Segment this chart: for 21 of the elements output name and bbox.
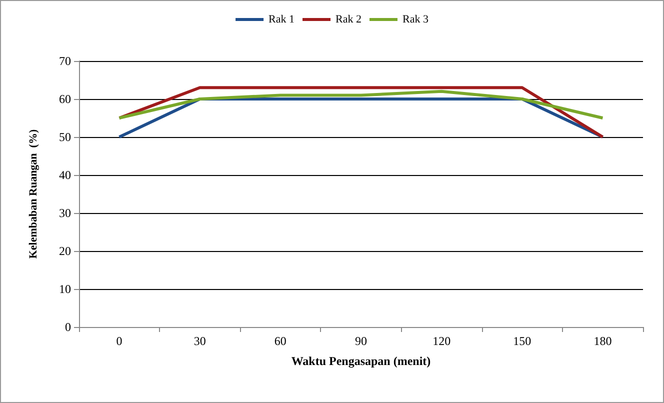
legend-label: Rak 2 bbox=[336, 14, 362, 26]
legend-label: Rak 1 bbox=[268, 14, 295, 26]
x-tick-label: 150 bbox=[513, 334, 532, 348]
legend-label: Rak 3 bbox=[402, 14, 429, 26]
y-tick-label: 30 bbox=[59, 206, 71, 220]
y-tick-label: 10 bbox=[59, 282, 71, 296]
x-tick-label: 120 bbox=[432, 334, 451, 348]
x-tick-label: 0 bbox=[116, 334, 122, 348]
y-tick-label: 0 bbox=[65, 320, 71, 334]
x-tick-label: 180 bbox=[594, 334, 612, 348]
y-tick-label: 70 bbox=[59, 54, 71, 68]
x-tick-label: 30 bbox=[194, 334, 206, 348]
y-axis-title: Kelembaban Ruangan (%) bbox=[28, 129, 40, 259]
y-tick-label: 50 bbox=[59, 130, 71, 144]
x-axis-title: Waktu Pengasapan (menit) bbox=[291, 354, 431, 368]
y-tick-label: 20 bbox=[59, 244, 71, 258]
y-tick-label: 40 bbox=[59, 168, 71, 182]
y-tick-label: 60 bbox=[59, 92, 71, 106]
line-series bbox=[118, 90, 604, 120]
x-tick-label: 90 bbox=[355, 334, 367, 348]
x-tick-label: 60 bbox=[274, 334, 286, 348]
